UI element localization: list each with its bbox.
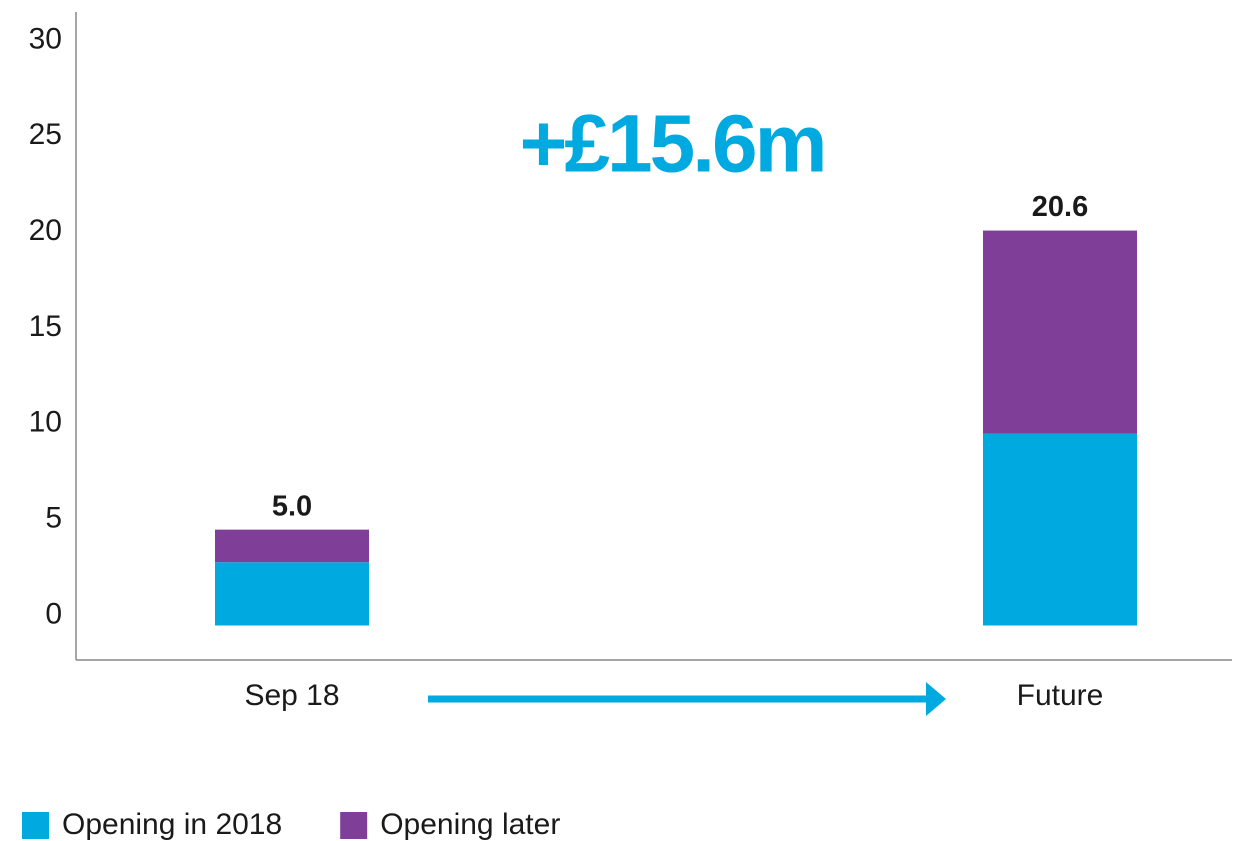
bar-segment — [215, 529, 369, 563]
bar-segment — [983, 230, 1137, 434]
bar-segment — [983, 433, 1137, 626]
arrow-head — [926, 682, 946, 716]
legend-label: Opening later — [380, 808, 560, 841]
x-tick-label: Sep 18 — [244, 679, 339, 712]
y-tick-label: 10 — [29, 406, 62, 439]
legend-swatch — [22, 812, 49, 839]
x-tick-label: Future — [1017, 679, 1104, 712]
y-tick-label: 25 — [29, 118, 62, 151]
y-tick-label: 0 — [45, 597, 62, 630]
bar-segment — [215, 562, 369, 626]
annotation: +£15.6m — [520, 99, 825, 190]
y-tick-label: 15 — [29, 310, 62, 343]
legend-swatch — [340, 812, 368, 839]
total-label: 20.6 — [1032, 191, 1088, 223]
y-tick-label: 30 — [29, 22, 62, 55]
y-tick-label: 5 — [45, 502, 62, 535]
y-tick-label: 20 — [29, 214, 62, 247]
legend-label: Opening in 2018 — [62, 808, 282, 841]
total-label: 5.0 — [272, 490, 312, 522]
